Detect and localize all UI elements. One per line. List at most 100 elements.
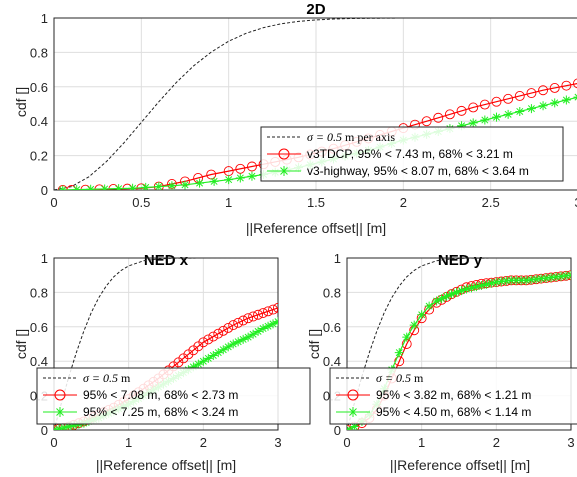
data-marker-circle	[514, 91, 525, 101]
data-marker-star	[180, 180, 190, 190]
panel-title-ned-y: NED y	[438, 252, 483, 269]
data-marker-star	[566, 270, 571, 280]
data-marker-star	[223, 342, 233, 352]
x-tick-label: 2	[200, 435, 207, 450]
data-marker-star	[263, 321, 273, 331]
data-marker-star	[561, 95, 571, 105]
y-tick-label: 0	[334, 423, 341, 438]
data-marker-star	[546, 272, 556, 282]
y-tick-label: 1	[334, 251, 341, 266]
data-marker-star	[486, 278, 496, 288]
data-marker-star	[556, 271, 566, 281]
data-marker-star	[456, 286, 466, 296]
data-marker-star	[531, 274, 541, 284]
x-tick-label: 2	[493, 435, 500, 450]
x-tick-label: 0	[50, 195, 57, 210]
legend-entry-1: 95% < 3.82 m, 68% < 1.21 m	[376, 388, 531, 402]
legend-marker-circle	[278, 148, 290, 160]
axes-box	[53, 257, 279, 431]
x-tick-label: 1.5	[307, 195, 325, 210]
legend-marker-circle	[347, 389, 359, 401]
data-marker-circle	[183, 349, 194, 360]
data-marker-circle	[173, 357, 184, 368]
data-marker-star	[491, 112, 501, 122]
data-marker-circle	[421, 116, 432, 127]
data-marker-star	[203, 353, 213, 363]
data-marker-circle	[573, 78, 577, 89]
y-tick-label: 0.4	[30, 114, 48, 129]
data-marker-star	[268, 319, 278, 329]
data-marker-star	[480, 115, 490, 125]
x-axis-label-ned-y: ||Reference offset|| [m]	[390, 457, 530, 473]
legend: σ = 0.5 m 95% < 7.08 m, 68% < 2.73 m 95% <…	[36, 367, 311, 425]
data-marker-star	[516, 275, 526, 285]
x-tick-label: 0	[50, 435, 57, 450]
data-marker-circle	[203, 334, 214, 345]
data-marker-star	[506, 275, 516, 285]
data-marker-star	[536, 274, 546, 284]
data-marker-star	[447, 289, 457, 299]
data-marker-circle	[66, 185, 77, 190]
x-tick-label: 2.5	[482, 195, 500, 210]
data-marker-star	[193, 359, 203, 369]
data-marker-star	[248, 329, 258, 339]
data-marker-star	[526, 104, 536, 114]
legend-entry-0: σ = 0.5 m	[376, 371, 424, 385]
data-marker-star	[466, 283, 476, 293]
data-marker-star	[243, 332, 253, 342]
data-marker-circle	[444, 109, 455, 120]
data-marker-star	[64, 422, 74, 430]
x-tick-label: 0.5	[132, 195, 150, 210]
data-marker-circle	[456, 105, 467, 116]
legend-marker-star	[279, 166, 289, 176]
data-marker-circle	[208, 331, 219, 342]
data-marker-circle	[561, 80, 572, 91]
data-marker-star	[218, 345, 228, 355]
data-marker-star	[526, 275, 536, 285]
data-marker-star	[69, 420, 79, 430]
data-marker-star	[59, 423, 69, 430]
data-marker-circle	[253, 309, 264, 320]
data-marker-star	[228, 339, 238, 349]
data-marker-circle	[188, 345, 199, 356]
data-marker-circle	[263, 306, 273, 317]
panel-2d: 2D cdf [] ||Reference offset|| [m] 0 0.5 1…	[13, 1, 577, 236]
x-tick-label: 1	[125, 435, 132, 450]
data-marker-star	[167, 181, 177, 190]
data-marker-star	[258, 324, 268, 334]
data-marker-star	[86, 184, 96, 190]
data-marker-star	[224, 175, 234, 185]
data-marker-circle	[235, 163, 246, 174]
data-marker-star	[238, 334, 248, 344]
data-marker-star	[476, 281, 486, 291]
data-marker-star	[541, 273, 551, 283]
data-marker-circle	[526, 88, 537, 99]
y-tick-label: 0.6	[30, 320, 48, 335]
data-marker-star	[188, 362, 198, 372]
data-marker-star	[503, 109, 513, 119]
x-axis-label-ned-x: ||Reference offset|| [m]	[96, 457, 236, 473]
data-marker-star	[452, 287, 462, 297]
data-marker-circle	[193, 173, 204, 183]
y-tick-label: 0.6	[323, 320, 341, 335]
legend-box	[329, 367, 577, 425]
data-marker-star	[208, 350, 218, 360]
data-marker-star	[394, 348, 404, 358]
data-marker-star	[402, 332, 412, 342]
data-marker-star	[233, 337, 243, 347]
legend-marker-circle	[54, 389, 66, 401]
data-marker-circle	[468, 102, 479, 113]
data-marker-star	[253, 326, 263, 336]
x-tick-label: 0	[343, 435, 350, 450]
y-tick-label: 0.8	[323, 285, 341, 300]
data-marker-star	[247, 171, 257, 181]
data-marker-star	[409, 320, 419, 330]
data-marker-star	[511, 275, 521, 285]
data-marker-star	[501, 276, 511, 286]
x-tick-label: 1	[418, 435, 425, 450]
legend-entry-1: 95% < 7.08 m, 68% < 2.73 m	[83, 388, 238, 402]
data-marker-star	[273, 317, 278, 327]
y-tick-label: 1	[41, 251, 48, 266]
